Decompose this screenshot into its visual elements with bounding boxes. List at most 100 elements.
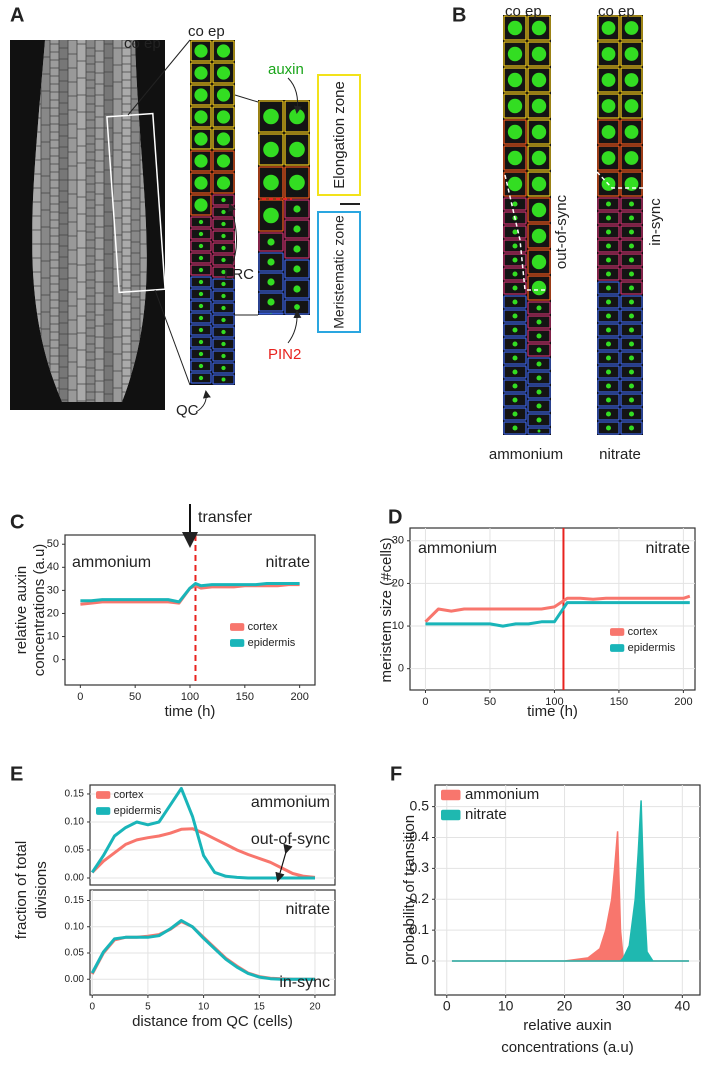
nucleus (531, 176, 547, 192)
nucleus (263, 141, 279, 158)
nucleus (293, 265, 301, 273)
nucleus (507, 150, 523, 166)
nucleus (216, 110, 231, 124)
legend-label: cortex (248, 621, 278, 633)
x-tick-label: 150 (610, 696, 628, 708)
sync-line (596, 171, 643, 189)
nucleus (628, 229, 635, 235)
root-file (104, 40, 113, 402)
y-axis-label: concentrations (a.u) (31, 544, 48, 677)
nucleus (628, 411, 635, 417)
y-tick-label: 0 (53, 654, 59, 666)
nucleus (624, 99, 639, 113)
nucleus (605, 271, 612, 277)
nucleus (605, 411, 612, 417)
legend-label: cortex (114, 789, 144, 801)
nucleus (198, 339, 204, 345)
nucleus (531, 98, 547, 114)
nucleus (628, 215, 635, 221)
nucleus (216, 132, 231, 146)
nucleus (531, 280, 547, 296)
annotation: co ep (188, 23, 225, 40)
root-file (140, 40, 147, 402)
nucleus (605, 229, 612, 235)
legend-label: cortex (628, 626, 658, 638)
nucleus (601, 125, 616, 139)
legend-swatch (230, 623, 245, 631)
nucleus (536, 361, 542, 367)
nucleus (531, 254, 547, 270)
nucleus (512, 425, 518, 431)
x-tick-label: 40 (675, 998, 691, 1014)
zone-box (317, 74, 361, 196)
legend-swatch (441, 809, 461, 821)
root-file (131, 40, 140, 402)
y-tick-label: 0.00 (65, 873, 85, 884)
x-tick-label: 200 (290, 691, 308, 703)
nucleus (628, 299, 635, 305)
nucleus (628, 397, 635, 403)
legend-label: ammonium (465, 786, 539, 803)
annotation: nitrate (646, 540, 691, 557)
nucleus (221, 353, 226, 359)
zoom-box (106, 112, 166, 294)
line (80, 582, 300, 604)
root-file (113, 40, 122, 402)
nucleus (221, 233, 226, 239)
y-tick-label: 0.00 (65, 974, 85, 985)
annotation: out-of-sync (251, 831, 330, 848)
nucleus (628, 369, 635, 375)
x-tick-label: 200 (674, 696, 692, 708)
nucleus (628, 313, 635, 319)
y-tick-label: 30 (47, 584, 59, 596)
panel-label: D (388, 506, 402, 528)
nucleus (601, 151, 616, 165)
nucleus (221, 281, 226, 287)
nucleus (628, 271, 635, 277)
nucleus (294, 304, 300, 310)
area (451, 800, 689, 962)
panel-label: A (10, 4, 24, 26)
y-tick-label: 0.10 (65, 817, 85, 828)
arrow (228, 203, 237, 266)
nucleus (267, 298, 275, 306)
x-tick-label: 50 (484, 696, 496, 708)
nucleus (263, 108, 279, 125)
nucleus (194, 198, 208, 212)
x-tick-label: 0 (422, 696, 428, 708)
nucleus (624, 73, 639, 87)
legend-swatch (610, 628, 625, 636)
nucleus (624, 21, 639, 35)
annotation: LRC (224, 266, 254, 283)
nucleus (512, 313, 518, 319)
nucleus (605, 257, 612, 263)
nucleus (194, 44, 208, 58)
root-file (122, 40, 131, 402)
nucleus (194, 66, 208, 80)
nucleus (198, 303, 204, 309)
nucleus (221, 197, 226, 203)
y-axis-label: fraction of total (13, 841, 30, 939)
nucleus (216, 44, 231, 58)
nucleus (194, 110, 208, 124)
nucleus (628, 355, 635, 361)
nucleus (628, 341, 635, 347)
nucleus (628, 327, 635, 333)
nucleus (628, 201, 635, 207)
arrow (287, 77, 302, 114)
nucleus (293, 285, 301, 293)
line (425, 601, 690, 628)
y-tick-label: 40 (47, 561, 59, 573)
nucleus (605, 243, 612, 249)
nucleus (605, 383, 612, 389)
annotation: PIN2 (268, 346, 301, 363)
annotation: co ep (598, 3, 635, 20)
y-axis-label: meristem size (#cells) (378, 537, 395, 682)
plot-area (64, 534, 316, 686)
nucleus (221, 365, 226, 371)
nucleus (198, 255, 204, 261)
nucleus (605, 313, 612, 319)
root (32, 40, 147, 402)
